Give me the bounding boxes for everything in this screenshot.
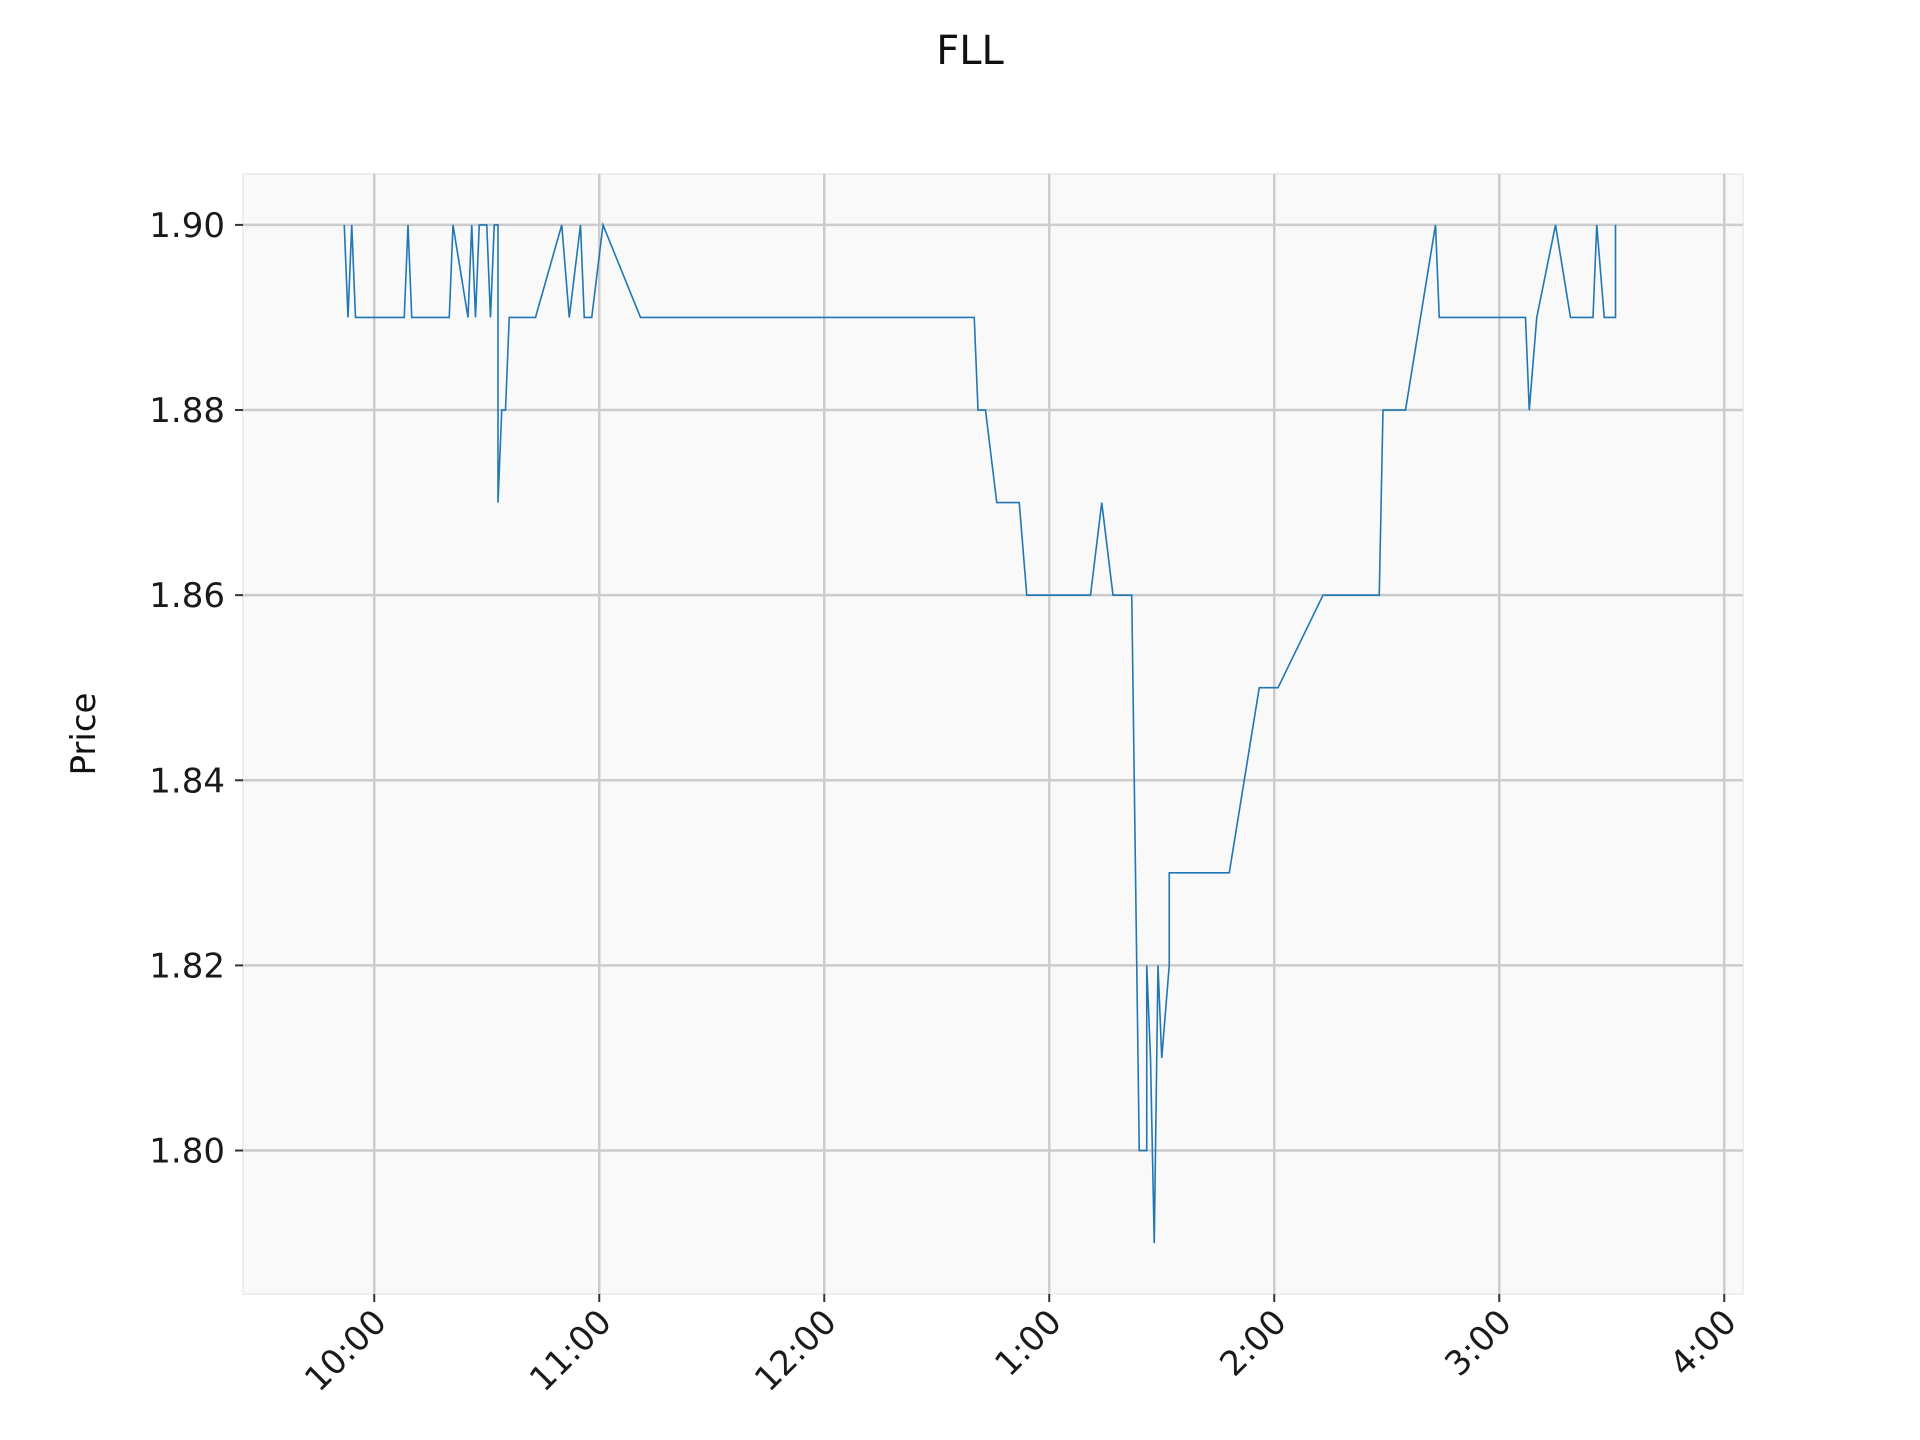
y-tick-label: 1.82 — [149, 946, 225, 986]
y-tick-label: 1.84 — [149, 761, 225, 801]
chart-title: FLL — [936, 28, 1004, 74]
y-tick-label: 1.80 — [149, 1132, 225, 1172]
y-tick-label: 1.86 — [149, 576, 225, 616]
y-axis-label: Price — [64, 693, 104, 776]
y-tick-label: 1.88 — [149, 391, 225, 431]
y-tick-label: 1.90 — [149, 206, 225, 246]
plot-area — [242, 173, 1744, 1295]
grid-lines — [243, 174, 1743, 1294]
series-layer — [343, 221, 1617, 1244]
price-series-line — [343, 221, 1617, 1244]
